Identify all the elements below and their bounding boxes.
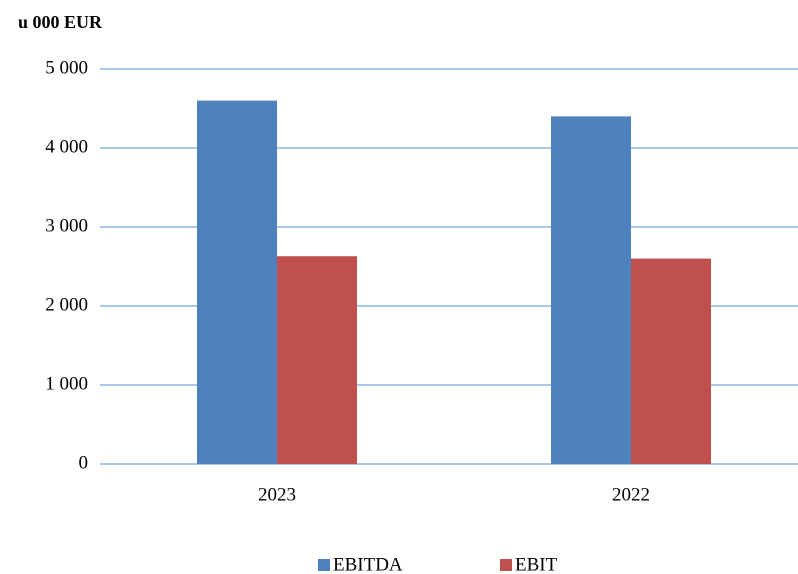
y-tick-label: 0 bbox=[79, 452, 89, 473]
legend-swatch bbox=[500, 559, 512, 571]
chart-title: u 000 EUR bbox=[18, 12, 103, 32]
bar bbox=[197, 100, 277, 464]
legend-label: EBIT bbox=[515, 554, 558, 574]
y-tick-label: 5 000 bbox=[45, 57, 88, 78]
y-tick-label: 4 000 bbox=[45, 136, 88, 157]
x-tick-label: 2023 bbox=[258, 484, 296, 505]
legend-swatch bbox=[318, 559, 330, 571]
bar bbox=[277, 256, 357, 464]
x-tick-label: 2022 bbox=[612, 484, 650, 505]
y-tick-label: 3 000 bbox=[45, 215, 88, 236]
legend-label: EBITDA bbox=[333, 554, 403, 574]
y-tick-label: 2 000 bbox=[45, 294, 88, 315]
bar bbox=[551, 116, 631, 465]
bar bbox=[631, 258, 711, 464]
y-tick-label: 1 000 bbox=[45, 373, 88, 394]
